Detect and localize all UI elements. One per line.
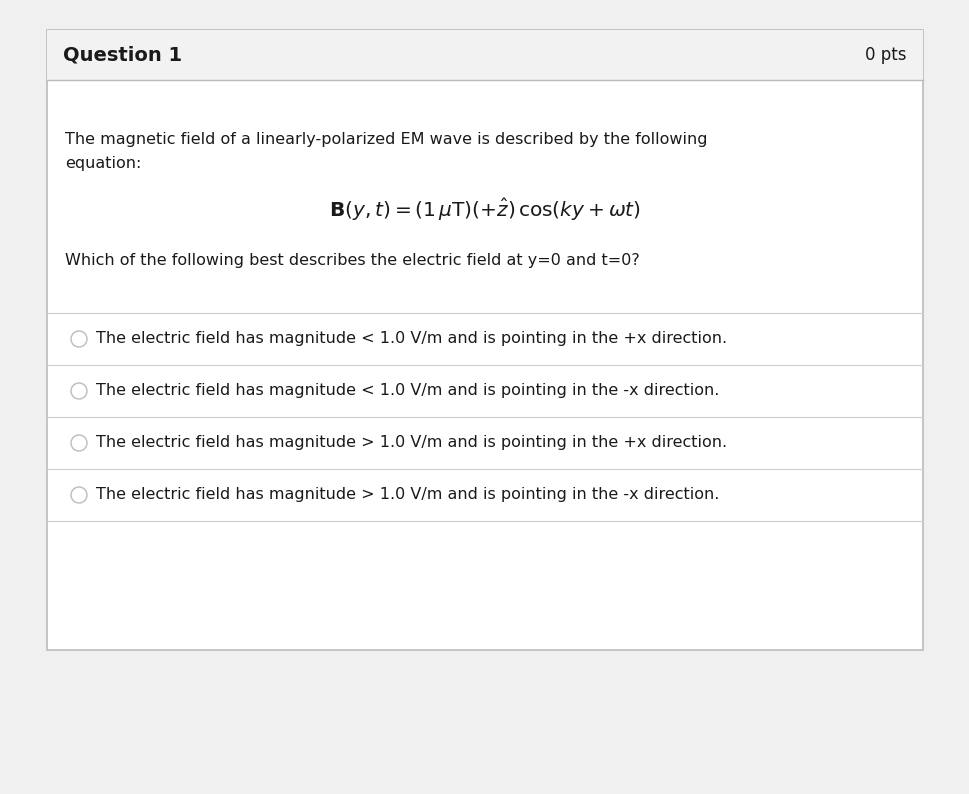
Text: The electric field has magnitude < 1.0 V/m and is pointing in the +x direction.: The electric field has magnitude < 1.0 V… [96,332,727,346]
Circle shape [71,487,87,503]
Text: Question 1: Question 1 [63,45,182,64]
Text: The magnetic field of a linearly-polarized EM wave is described by the following: The magnetic field of a linearly-polariz… [65,132,706,147]
Text: 0 pts: 0 pts [864,46,906,64]
Text: The electric field has magnitude > 1.0 V/m and is pointing in the +x direction.: The electric field has magnitude > 1.0 V… [96,435,727,450]
FancyBboxPatch shape [47,30,922,650]
Text: The electric field has magnitude > 1.0 V/m and is pointing in the -x direction.: The electric field has magnitude > 1.0 V… [96,488,719,503]
Circle shape [71,435,87,451]
FancyBboxPatch shape [47,30,922,80]
Circle shape [71,331,87,347]
Text: equation:: equation: [65,156,141,171]
Circle shape [71,383,87,399]
Text: Which of the following best describes the electric field at y=0 and t=0?: Which of the following best describes th… [65,253,640,268]
Text: The electric field has magnitude < 1.0 V/m and is pointing in the -x direction.: The electric field has magnitude < 1.0 V… [96,384,719,399]
Text: $\mathbf{B}(y, t) = (1\,\mu\mathrm{T})(+\hat{z})\,\cos(ky + \omega t)$: $\mathbf{B}(y, t) = (1\,\mu\mathrm{T})(+… [328,197,641,223]
